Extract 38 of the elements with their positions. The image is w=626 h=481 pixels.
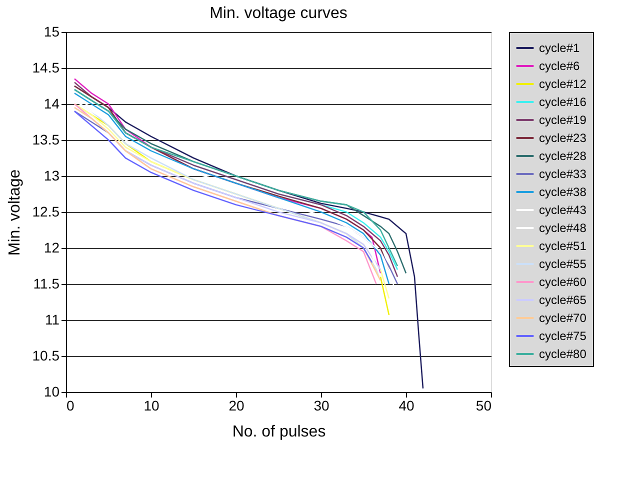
y-tick-label: 11 [44,312,60,328]
legend-label: cycle#1 [539,41,580,55]
x-tick-label: 10 [144,398,160,414]
legend-label: cycle#48 [539,221,587,235]
legend-label: cycle#70 [539,311,587,325]
legend-label: cycle#19 [539,113,587,127]
legend-label: cycle#6 [539,59,580,73]
x-tick-label: 0 [66,398,74,414]
legend-label: cycle#51 [539,239,587,253]
legend-label: cycle#80 [539,347,587,361]
legend-label: cycle#12 [539,77,587,91]
legend-label: cycle#65 [539,293,587,307]
y-axis-title: Min. voltage [6,169,24,256]
legend-label: cycle#16 [539,95,587,109]
y-tick-label: 10.5 [32,348,60,364]
y-tick-label: 13 [44,168,60,184]
y-tick-label: 11.5 [33,276,60,292]
y-tick-label: 14.5 [32,60,60,76]
legend-label: cycle#60 [539,275,587,289]
x-axis-title: No. of pulses [232,424,326,440]
legend-label: cycle#23 [539,131,587,145]
legend-label: cycle#43 [539,203,587,217]
legend-label: cycle#28 [539,149,587,163]
x-tick-label: 40 [398,398,414,414]
legend-label: cycle#75 [539,329,587,343]
x-tick-label: 50 [476,398,492,414]
legend-label: cycle#33 [539,167,587,181]
y-tick-label: 14 [44,96,60,112]
y-tick-label: 10 [44,384,60,400]
x-tick-label: 30 [314,398,330,414]
x-tick-label: 20 [228,398,244,414]
y-tick-label: 12 [44,240,60,256]
chart-title: Min. voltage curves [210,5,348,22]
legend-label: cycle#55 [539,257,587,271]
y-tick-label: 13.5 [32,132,60,148]
y-tick-label: 12.5 [32,204,60,220]
y-tick-label: 15 [44,24,60,40]
legend-label: cycle#38 [539,185,587,199]
